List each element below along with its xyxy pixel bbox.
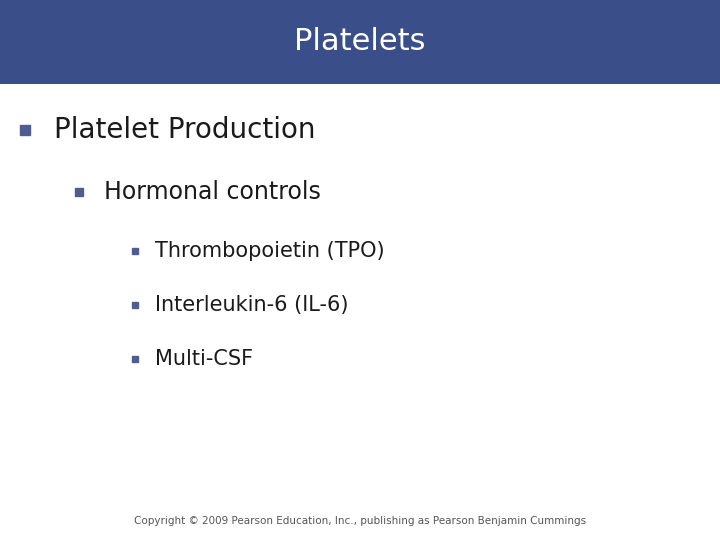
Text: Platelet Production: Platelet Production	[54, 116, 315, 144]
Text: Copyright © 2009 Pearson Education, Inc., publishing as Pearson Benjamin Cumming: Copyright © 2009 Pearson Education, Inc.…	[134, 516, 586, 526]
Text: Platelets: Platelets	[294, 28, 426, 56]
Text: Multi-CSF: Multi-CSF	[155, 349, 253, 369]
Text: Interleukin-6 (IL-6): Interleukin-6 (IL-6)	[155, 295, 348, 315]
FancyBboxPatch shape	[0, 0, 720, 84]
Text: Hormonal controls: Hormonal controls	[104, 180, 321, 204]
Text: Thrombopoietin (TPO): Thrombopoietin (TPO)	[155, 241, 384, 261]
